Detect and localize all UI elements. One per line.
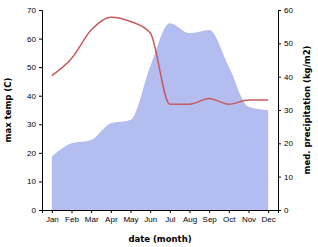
tick-label: 30 xyxy=(284,106,293,115)
tick-label: 10 xyxy=(27,177,36,186)
tick: Jan xyxy=(46,210,59,224)
y-axis: 0 10 20 30 40 50 60 70 xyxy=(27,6,42,215)
tick-mark xyxy=(278,110,281,111)
tick: 10 xyxy=(27,177,42,186)
tick-mark xyxy=(131,210,132,213)
tick: 40 xyxy=(278,73,293,82)
plot-area xyxy=(52,17,268,210)
tick-label: Feb xyxy=(65,215,79,224)
tick: 50 xyxy=(27,63,42,72)
tick: Apr xyxy=(105,210,118,224)
tick: 20 xyxy=(27,149,42,158)
tick-label: Jul xyxy=(165,215,175,224)
tick-label: Apr xyxy=(105,215,118,224)
tick-mark xyxy=(278,177,281,178)
tick-mark xyxy=(91,210,92,213)
tick: Oct xyxy=(223,210,236,224)
tick: 30 xyxy=(278,106,293,115)
temperature-line xyxy=(52,17,268,104)
tick-mark xyxy=(72,210,73,213)
tick-label: 10 xyxy=(284,173,293,182)
axis-line xyxy=(39,11,43,211)
tick-mark xyxy=(278,77,281,78)
y-axis-title: max temp (C) xyxy=(3,78,13,143)
tick-label: Dec xyxy=(262,215,276,224)
tick: 10 xyxy=(278,173,293,182)
tick-label: Aug xyxy=(183,215,197,224)
tick-mark xyxy=(278,43,281,44)
tick-label: 50 xyxy=(27,63,36,72)
tick-mark xyxy=(249,210,250,213)
tick-label: 60 xyxy=(284,6,293,15)
tick-mark xyxy=(39,181,42,182)
tick-label: Oct xyxy=(223,215,236,224)
axis-line xyxy=(279,11,282,211)
tick-label: Jan xyxy=(46,215,59,224)
tick: 20 xyxy=(278,139,293,148)
tick-label: 30 xyxy=(27,120,36,129)
y2-axis: 0 10 20 30 40 50 60 xyxy=(278,6,293,215)
tick-mark xyxy=(209,210,210,213)
precipitation-area xyxy=(52,23,268,210)
tick: 40 xyxy=(27,92,42,101)
tick: 60 xyxy=(278,6,293,15)
tick-label: 0 xyxy=(284,206,289,215)
tick: Nov xyxy=(242,210,256,224)
tick-label: 70 xyxy=(27,6,36,15)
chart: Jan Feb Mar Apr May Jun Jul Aug Sep Oct Nov Dec 0 10 2… xyxy=(0,0,318,247)
tick-label: 40 xyxy=(284,73,293,82)
tick: 50 xyxy=(278,39,293,48)
tick: Feb xyxy=(65,210,79,224)
tick-mark xyxy=(39,10,42,11)
tick-mark xyxy=(278,210,281,211)
tick-mark xyxy=(39,153,42,154)
tick: Jun xyxy=(144,210,157,224)
tick-label: May xyxy=(123,215,138,224)
tick-mark xyxy=(39,124,42,125)
tick-label: 0 xyxy=(32,206,37,215)
tick: 70 xyxy=(27,6,42,15)
tick-mark xyxy=(278,143,281,144)
tick-label: 40 xyxy=(27,92,36,101)
tick: Dec xyxy=(262,210,276,224)
tick-mark xyxy=(150,210,151,213)
tick: 60 xyxy=(27,35,42,44)
tick-mark xyxy=(190,210,191,213)
tick-label: 60 xyxy=(27,35,36,44)
tick: 0 xyxy=(278,206,289,215)
tick-mark xyxy=(39,67,42,68)
tick-mark xyxy=(39,39,42,40)
tick: Jul xyxy=(165,210,175,224)
tick: 30 xyxy=(27,120,42,129)
tick: Sep xyxy=(203,210,218,224)
tick-mark xyxy=(52,210,53,213)
tick-label: Nov xyxy=(242,215,256,224)
tick-mark xyxy=(278,10,281,11)
tick-label: Mar xyxy=(85,215,99,224)
tick: 0 xyxy=(32,206,42,215)
tick-mark xyxy=(39,210,42,211)
tick-mark xyxy=(111,210,112,213)
tick-mark xyxy=(229,210,230,213)
tick: May xyxy=(123,210,138,224)
tick: Aug xyxy=(183,210,197,224)
tick-label: 20 xyxy=(27,149,36,158)
tick-mark xyxy=(39,96,42,97)
tick-mark xyxy=(268,210,269,213)
tick-label: Sep xyxy=(203,215,218,224)
tick-mark xyxy=(170,210,171,213)
tick-label: 20 xyxy=(284,139,293,148)
tick: Mar xyxy=(85,210,99,224)
tick-label: Jun xyxy=(144,215,157,224)
tick-label: 50 xyxy=(284,39,293,48)
x-axis-title: date (month) xyxy=(128,234,191,244)
axis-line xyxy=(43,211,279,214)
y2-axis-title: med. precipitation (kg/m2) xyxy=(302,45,312,174)
x-axis: Jan Feb Mar Apr May Jun Jul Aug Sep Oct Nov Dec xyxy=(43,210,279,224)
